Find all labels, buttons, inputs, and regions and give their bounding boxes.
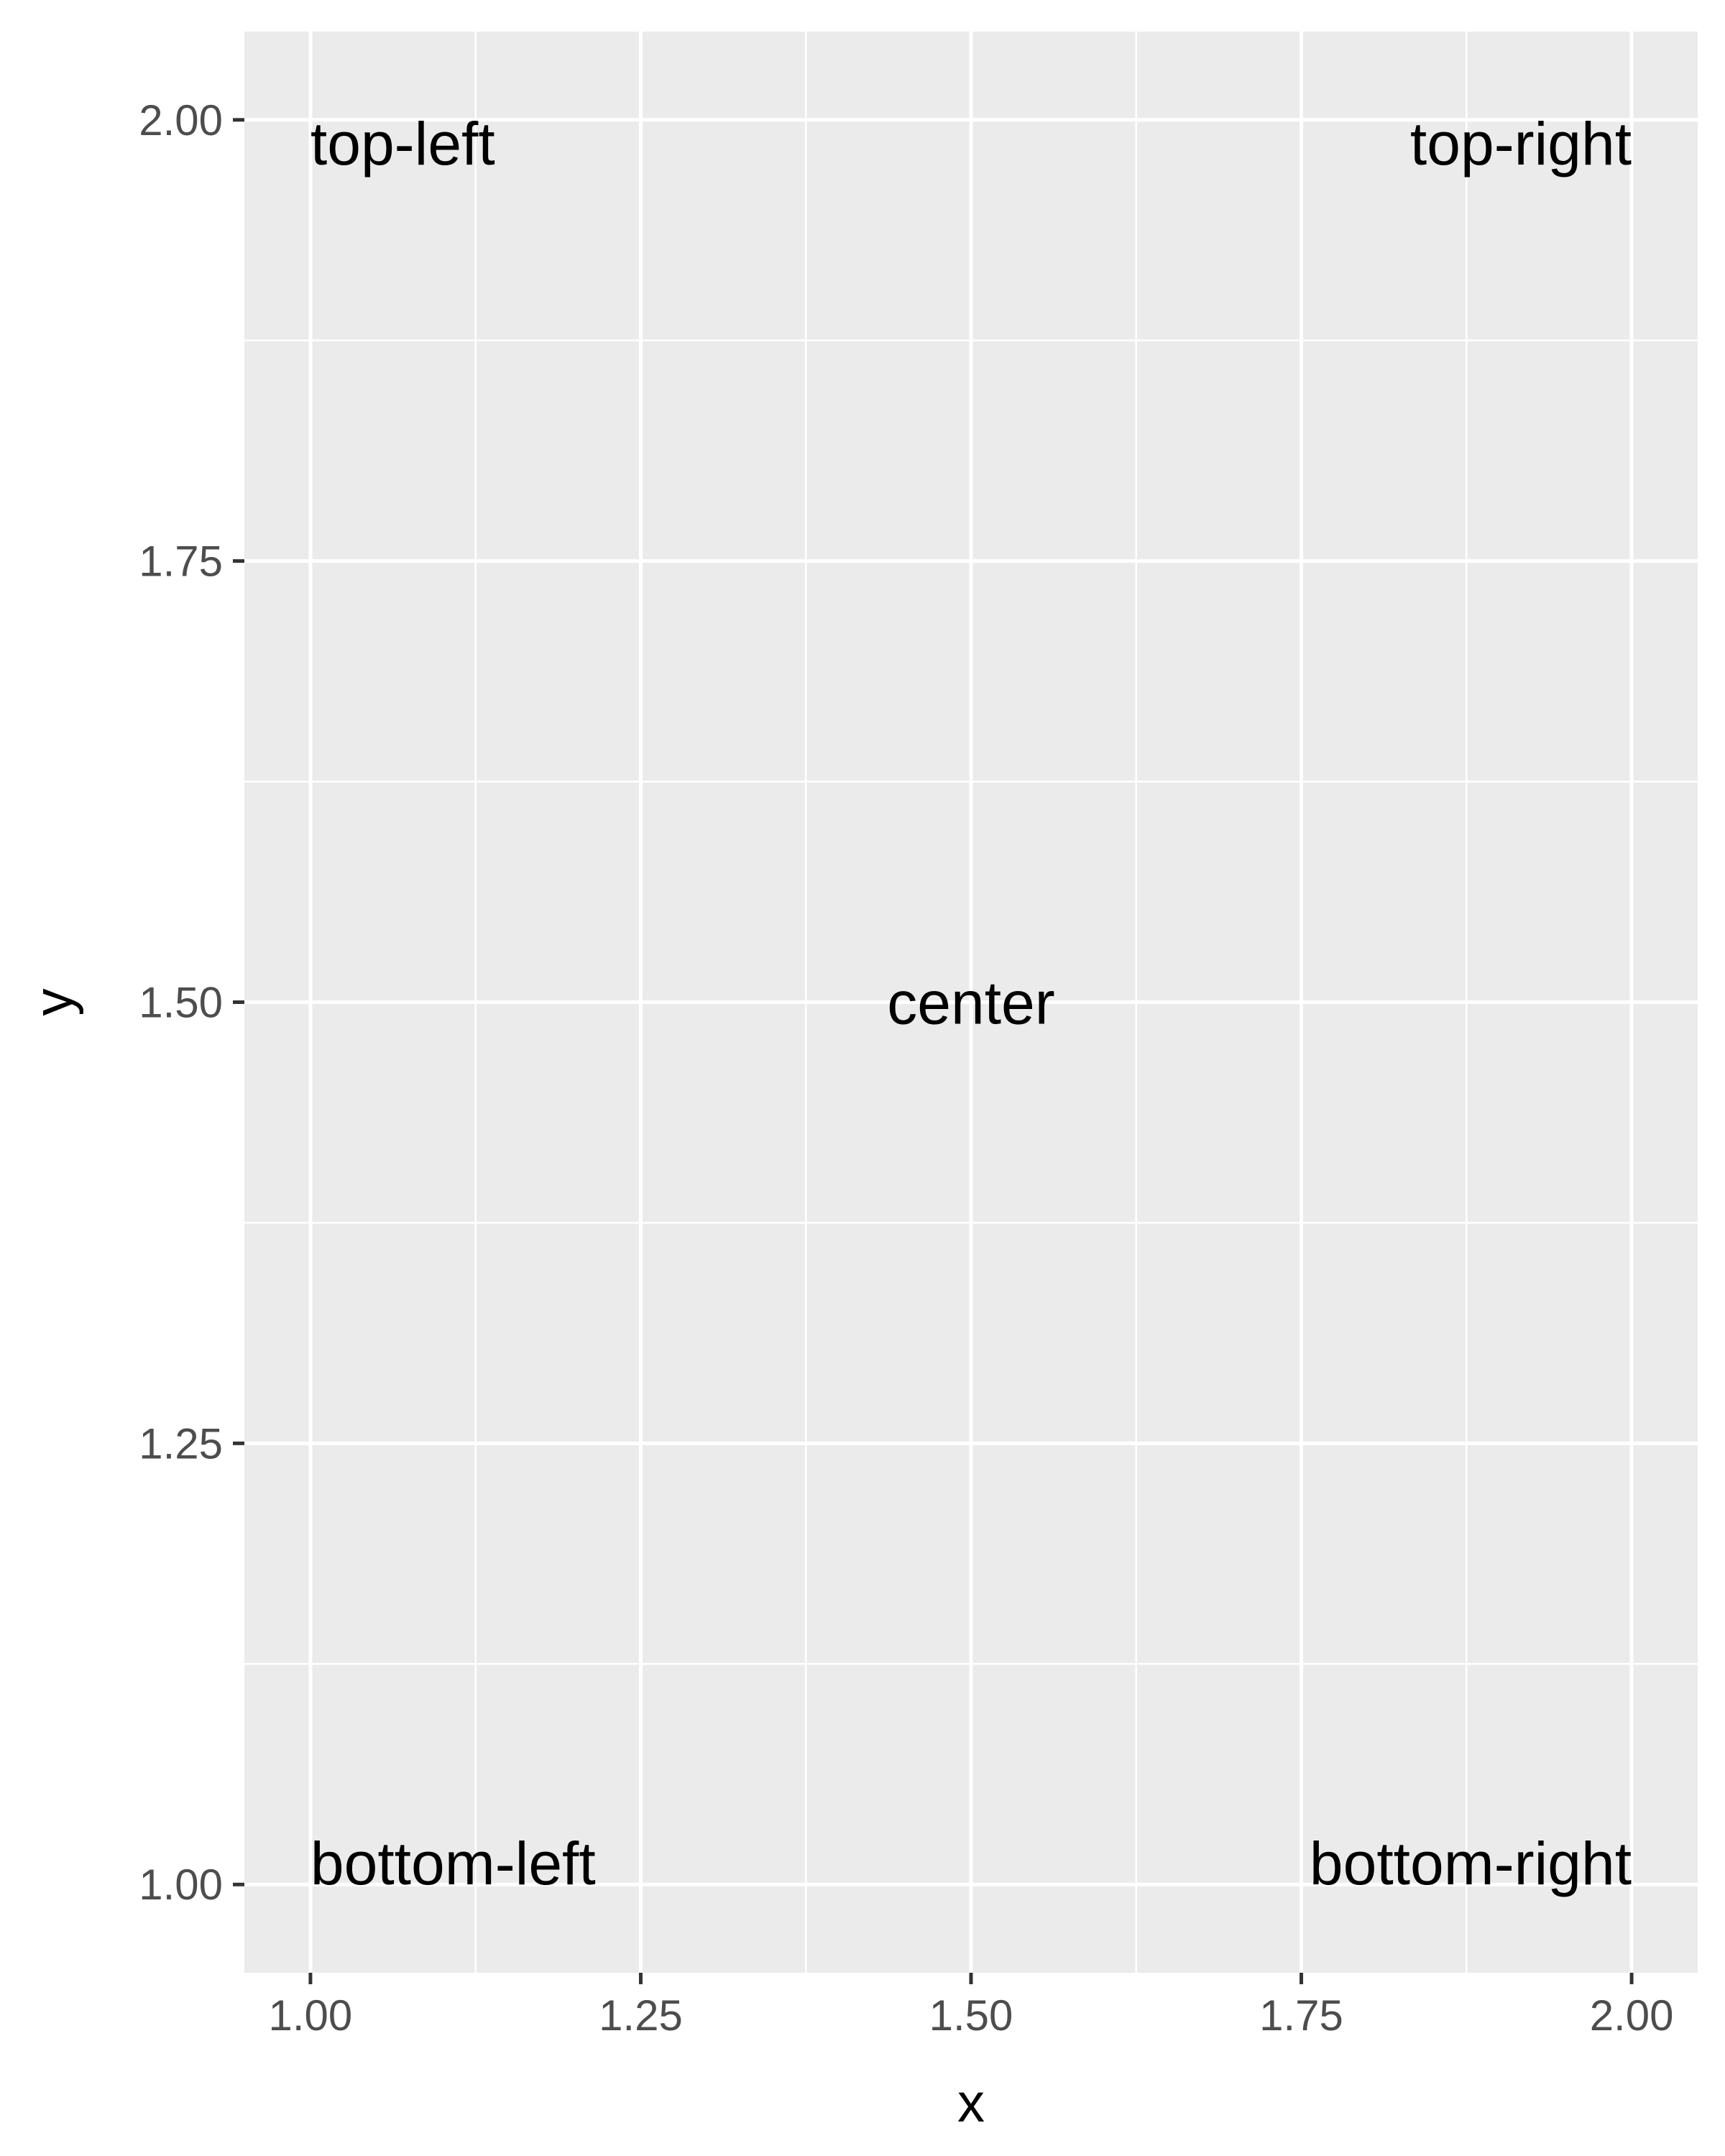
x-axis-title: x xyxy=(957,2073,985,2134)
annotation-bottom-right: bottom-right xyxy=(1310,1830,1632,1897)
x-axis: 1.00 1.25 1.50 1.75 2.00 xyxy=(269,1973,1674,2040)
x-tick-label: 1.25 xyxy=(599,1991,683,2040)
y-tick-label: 1.00 xyxy=(139,1861,223,1909)
annotation-center: center xyxy=(887,969,1054,1037)
x-tick-label: 1.50 xyxy=(929,1991,1013,2040)
annotation-bottom-left: bottom-left xyxy=(310,1830,596,1897)
y-tick-label: 1.25 xyxy=(139,1419,223,1468)
x-tick-label: 2.00 xyxy=(1590,1991,1674,2040)
x-tick-label: 1.75 xyxy=(1259,1991,1343,2040)
x-tick-label: 1.00 xyxy=(269,1991,353,2040)
annotation-top-right: top-right xyxy=(1410,110,1632,178)
y-tick-label: 1.75 xyxy=(139,538,223,586)
annotation-top-left: top-left xyxy=(310,110,495,178)
y-tick-label: 1.50 xyxy=(139,979,223,1027)
y-tick-label: 2.00 xyxy=(139,96,223,144)
annotations: top-left top-right center bottom-left bottom… xyxy=(310,110,1632,1897)
y-axis: 1.00 1.25 1.50 1.75 2.00 xyxy=(139,96,244,1909)
major-grid xyxy=(244,32,1698,1973)
y-axis-title: y xyxy=(23,989,84,1016)
